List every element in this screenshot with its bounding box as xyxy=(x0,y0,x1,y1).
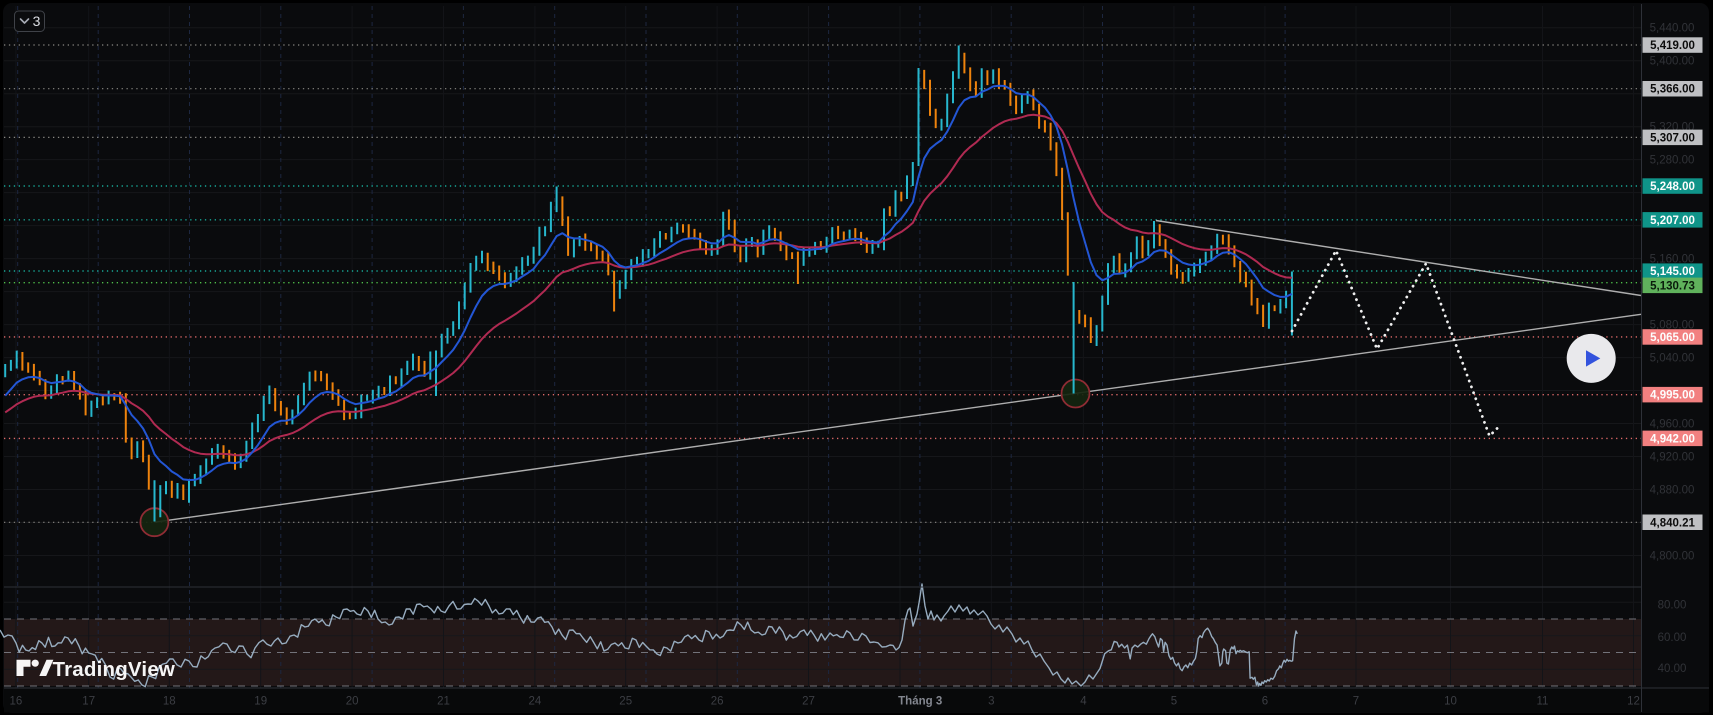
svg-text:4,942.00: 4,942.00 xyxy=(1650,433,1695,445)
svg-text:7: 7 xyxy=(1353,696,1359,708)
svg-text:3: 3 xyxy=(33,13,41,29)
svg-text:5,419.00: 5,419.00 xyxy=(1650,40,1695,52)
svg-text:16: 16 xyxy=(10,696,23,708)
svg-text:4,840.21: 4,840.21 xyxy=(1650,517,1695,529)
svg-text:19: 19 xyxy=(254,696,267,708)
svg-text:5,160.00: 5,160.00 xyxy=(1650,254,1695,266)
svg-text:5,248.00: 5,248.00 xyxy=(1650,181,1695,193)
svg-text:5,130.73: 5,130.73 xyxy=(1650,280,1695,292)
svg-text:5,440.00: 5,440.00 xyxy=(1650,23,1695,35)
svg-text:12: 12 xyxy=(1627,696,1640,708)
svg-text:5,040.00: 5,040.00 xyxy=(1650,353,1695,365)
svg-text:25: 25 xyxy=(619,696,632,708)
svg-text:40.00: 40.00 xyxy=(1658,663,1687,675)
svg-text:18: 18 xyxy=(163,696,176,708)
svg-text:5,080.00: 5,080.00 xyxy=(1650,320,1695,332)
svg-text:26: 26 xyxy=(711,696,724,708)
svg-text:80.00: 80.00 xyxy=(1658,600,1687,612)
svg-text:3: 3 xyxy=(988,696,994,708)
svg-text:27: 27 xyxy=(802,696,815,708)
svg-text:TradingView: TradingView xyxy=(53,658,176,681)
svg-text:5: 5 xyxy=(1171,696,1177,708)
svg-text:24: 24 xyxy=(529,696,542,708)
svg-text:4,800.00: 4,800.00 xyxy=(1650,551,1695,563)
svg-text:4,920.00: 4,920.00 xyxy=(1650,452,1695,464)
svg-text:5,400.00: 5,400.00 xyxy=(1650,56,1695,68)
svg-text:5,307.00: 5,307.00 xyxy=(1650,132,1695,144)
svg-text:20: 20 xyxy=(346,696,359,708)
svg-text:21: 21 xyxy=(437,696,450,708)
svg-text:6: 6 xyxy=(1262,696,1268,708)
svg-text:10: 10 xyxy=(1444,696,1457,708)
svg-text:5,280.00: 5,280.00 xyxy=(1650,155,1695,167)
svg-text:17: 17 xyxy=(82,696,95,708)
svg-text:5,065.00: 5,065.00 xyxy=(1650,332,1695,344)
svg-text:60.00: 60.00 xyxy=(1658,632,1687,644)
svg-text:4,995.00: 4,995.00 xyxy=(1650,390,1695,402)
svg-text:4,880.00: 4,880.00 xyxy=(1650,485,1695,497)
svg-text:5,145.00: 5,145.00 xyxy=(1650,266,1695,278)
svg-text:Tháng 3: Tháng 3 xyxy=(898,696,942,708)
svg-text:5,207.00: 5,207.00 xyxy=(1650,215,1695,227)
svg-text:4,960.00: 4,960.00 xyxy=(1650,419,1695,431)
svg-text:4: 4 xyxy=(1080,696,1087,708)
svg-text:11: 11 xyxy=(1537,696,1549,708)
svg-text:5,366.00: 5,366.00 xyxy=(1650,84,1695,96)
